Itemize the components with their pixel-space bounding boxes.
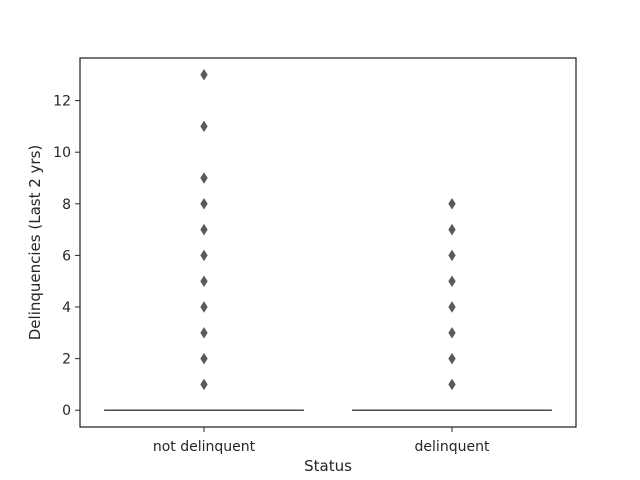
x-tick-label: delinquent: [415, 439, 490, 455]
y-tick-label: 10: [53, 145, 71, 161]
outlier-point: [200, 378, 208, 391]
outlier-point: [448, 301, 456, 313]
outlier-point: [200, 249, 208, 262]
x-axis-label: Status: [304, 457, 352, 475]
outlier-point: [200, 172, 208, 184]
plot-frame: [79, 57, 577, 428]
y-tick-label: 2: [62, 352, 71, 368]
outlier-point: [200, 327, 208, 339]
y-axis-ticks: 0 2 4 6 8 10 12: [53, 94, 80, 419]
y-tick-label: 6: [62, 248, 71, 264]
outlier-point: [448, 249, 456, 262]
box-delinquent: [352, 198, 552, 411]
outlier-point: [200, 120, 208, 133]
y-tick-label: 12: [53, 94, 71, 110]
outlier-point: [200, 301, 208, 313]
y-tick-label: 0: [62, 403, 71, 419]
outlier-point: [200, 69, 208, 81]
outlier-point: [448, 378, 456, 391]
outlier-point: [448, 223, 456, 236]
outlier-point: [200, 275, 208, 287]
box-plots: [104, 69, 552, 411]
outlier-point: [200, 352, 208, 365]
outlier-point: [448, 275, 456, 287]
outlier-point: [200, 223, 208, 236]
x-axis-ticks: not delinquent delinquent: [153, 427, 490, 455]
y-tick-label: 8: [62, 197, 71, 213]
outlier-point: [448, 327, 456, 339]
outlier-point: [448, 198, 456, 210]
y-axis-label: Delinquencies (Last 2 yrs): [26, 145, 44, 341]
outlier-point: [448, 352, 456, 365]
y-tick-label: 4: [62, 300, 71, 316]
outlier-point: [200, 198, 208, 210]
box-not-delinquent: [104, 69, 304, 411]
x-tick-label: not delinquent: [153, 439, 256, 455]
